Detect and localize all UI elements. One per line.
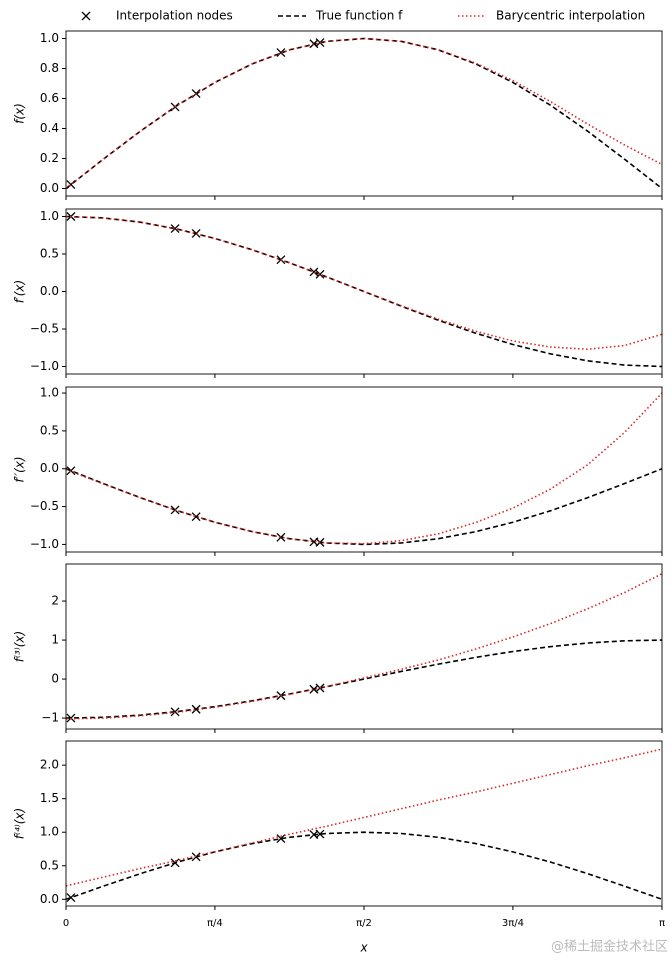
y-tick-label: 0.0 [40,284,59,298]
plot-area [66,212,662,368]
axes-frame [65,386,663,553]
curve [66,573,662,720]
y-tick-label: 0.5 [40,423,59,437]
legend-label: Barycentric interpolation [496,9,645,23]
curve [66,37,662,190]
curve [66,392,662,545]
axes-frame [65,740,663,907]
y-tick-label: 2.0 [40,758,59,772]
node-marker [276,48,286,58]
y-axis-label: f⁽⁴⁾(x) [13,808,27,839]
legend-label: True function f [315,9,403,23]
legend-marker [81,11,91,21]
curve [66,215,662,351]
plot-area [66,37,662,190]
node-marker [170,224,180,234]
curve [66,748,662,887]
y-tick-label: 0.2 [40,151,59,165]
y-tick-label: 0.8 [40,61,59,75]
y-axis-label: f(x) [13,103,27,124]
node-marker [315,38,325,48]
y-axis-label: f⁽³⁾(x) [13,631,27,662]
axes-frame [65,563,663,730]
node-marker [315,269,325,279]
y-tick-label: 1.0 [40,386,59,400]
x-axis-label: x [359,941,368,955]
plot-area [66,573,662,723]
y-tick-label: 1.0 [40,825,59,839]
y-tick-label: −1.0 [30,359,59,373]
y-axis-label: f′′(x) [13,456,27,482]
y-tick-label: 0.0 [40,892,59,906]
node-marker [309,267,319,277]
x-tick-label: π [659,918,665,929]
y-tick-label: 0.4 [40,121,59,135]
y-tick-label: −1.0 [30,537,59,551]
curve [66,37,662,190]
x-tick-label: π/2 [356,918,372,929]
legend-label: Interpolation nodes [116,9,233,23]
y-tick-label: 0.6 [40,91,59,105]
y-tick-label: −0.5 [30,499,59,513]
node-marker [66,893,76,903]
y-tick-label: 0 [51,672,59,686]
plot-area [66,392,662,547]
y-tick-label: 0.5 [40,858,59,872]
y-tick-label: 1 [51,633,59,647]
x-tick-label: 3π/4 [502,918,524,929]
axes-frame [65,30,663,197]
curve [66,467,662,546]
y-tick-label: 0.0 [40,181,59,195]
curve [66,831,662,901]
watermark: @稀土掘金技术社区 [551,939,668,955]
x-tick-label: 0 [63,918,69,929]
y-tick-label: 0.0 [40,461,59,475]
node-marker [276,834,286,843]
y-tick-label: −0.5 [30,322,59,336]
y-tick-label: 0.5 [40,247,59,261]
y-tick-label: 1.0 [40,209,59,223]
curve [66,639,662,719]
node-marker [315,829,325,839]
y-axis-label: f′(x) [13,280,27,303]
plot-area [66,748,662,903]
x-tick-label: π/4 [207,918,223,929]
axes-frame [65,208,663,375]
y-tick-label: 2 [51,594,59,608]
y-tick-label: 1.0 [40,31,59,45]
y-tick-label: −1 [41,711,59,725]
y-tick-label: 1.5 [40,791,59,805]
